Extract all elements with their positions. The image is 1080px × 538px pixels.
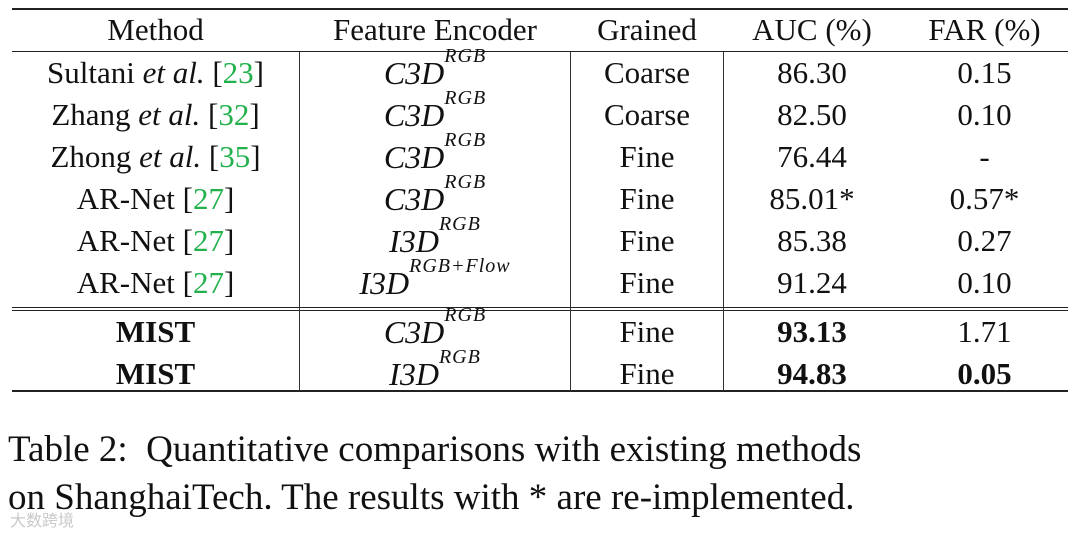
encoder-cell: C3DRGB bbox=[300, 46, 570, 94]
et-al: et al. bbox=[138, 97, 201, 132]
grained-cell: Fine bbox=[619, 181, 675, 216]
method-name: AR-Net bbox=[76, 265, 175, 300]
method-cell: Sultani et al. [23] bbox=[47, 55, 264, 90]
auc-cell: 82.50 bbox=[777, 97, 847, 132]
auc-cell: 94.83 bbox=[777, 356, 847, 391]
column-divider bbox=[299, 52, 301, 391]
encoder-base: I3D bbox=[389, 356, 439, 392]
method-cell: AR-Net [27] bbox=[76, 223, 235, 258]
auc-cell: 86.30 bbox=[777, 55, 847, 90]
encoder-cell: I3DRGB+Flow bbox=[300, 256, 570, 304]
bottom-rule bbox=[12, 390, 1068, 392]
far-cell: 0.10 bbox=[957, 265, 1012, 300]
method-name: AR-Net bbox=[76, 223, 175, 258]
column-divider bbox=[570, 52, 572, 391]
method-name: AR-Net bbox=[76, 181, 175, 216]
encoder-base: I3D bbox=[389, 223, 439, 259]
grained-cell: Coarse bbox=[603, 55, 691, 90]
far-cell: - bbox=[979, 139, 990, 174]
column-divider bbox=[723, 52, 725, 391]
auc-cell: 76.44 bbox=[777, 139, 847, 174]
et-al: et al. bbox=[142, 55, 205, 90]
encoder-formula: I3DRGB bbox=[389, 214, 481, 259]
encoder-modality: RGB bbox=[438, 213, 481, 235]
encoder-modality: RGB bbox=[438, 346, 481, 368]
group-rule bbox=[12, 307, 1068, 309]
far-cell: 0.15 bbox=[957, 55, 1012, 90]
auc-cell: 93.13 bbox=[777, 314, 847, 349]
header-far: FAR (%) bbox=[928, 12, 1041, 47]
method-cell: Zhang et al. [32] bbox=[51, 97, 260, 132]
encoder-base: C3D bbox=[383, 181, 445, 217]
encoder-modality: RGB+Flow bbox=[409, 255, 511, 277]
grained-cell: Fine bbox=[619, 139, 675, 174]
auc-cell: 85.01* bbox=[769, 181, 855, 216]
method-cell: Zhong et al. [35] bbox=[50, 139, 261, 174]
encoder-modality: RGB bbox=[444, 171, 487, 193]
method-name: Zhong bbox=[50, 139, 132, 174]
encoder-formula: I3DRGB bbox=[389, 347, 481, 392]
table-caption: Table 2: Quantitative comparisons with e… bbox=[8, 426, 1068, 522]
citation-link: 27 bbox=[192, 181, 224, 216]
method-cell: AR-Net [27] bbox=[76, 181, 235, 216]
header-method: Method bbox=[107, 12, 204, 47]
encoder-formula: C3DRGB bbox=[383, 46, 486, 91]
method-name: Sultani bbox=[47, 55, 135, 90]
far-cell: 0.05 bbox=[957, 356, 1012, 391]
method-cell: MIST bbox=[12, 353, 299, 395]
citation-link: 27 bbox=[192, 223, 224, 258]
header-rule bbox=[12, 51, 1068, 53]
encoder-base: I3D bbox=[359, 265, 410, 301]
method-name: MIST bbox=[115, 314, 196, 349]
citation-link: 23 bbox=[222, 55, 254, 90]
auc-cell: 85.38 bbox=[777, 223, 847, 258]
et-al: et al. bbox=[139, 139, 202, 174]
encoder-modality: RGB bbox=[444, 45, 487, 67]
encoder-formula: C3DRGB bbox=[383, 88, 486, 133]
top-rule bbox=[12, 8, 1068, 10]
encoder-cell: C3DRGB bbox=[300, 88, 570, 136]
encoder-cell: C3DRGB bbox=[300, 172, 570, 220]
encoder-base: C3D bbox=[383, 55, 445, 91]
grained-cell: Fine bbox=[619, 356, 675, 391]
grained-cell: Fine bbox=[619, 314, 675, 349]
encoder-formula: I3DRGB+Flow bbox=[359, 256, 510, 301]
auc-cell: 91.24 bbox=[777, 265, 847, 300]
encoder-base: C3D bbox=[383, 139, 445, 175]
far-cell: 0.57* bbox=[949, 181, 1020, 216]
method-cell: MIST bbox=[12, 311, 299, 353]
far-cell: 0.27 bbox=[957, 223, 1012, 258]
encoder-formula: C3DRGB bbox=[383, 172, 486, 217]
header-grained: Grained bbox=[597, 12, 697, 47]
encoder-base: C3D bbox=[383, 97, 445, 133]
method-cell: AR-Net [27] bbox=[76, 265, 235, 300]
citation-link: 32 bbox=[218, 97, 250, 132]
method-name: Zhang bbox=[51, 97, 131, 132]
header-feature-encoder: Feature Encoder bbox=[333, 12, 537, 47]
encoder-formula: C3DRGB bbox=[383, 130, 486, 175]
grained-cell: Coarse bbox=[603, 97, 691, 132]
caption-line-2: on ShanghaiTech. The results with * are … bbox=[8, 477, 855, 518]
encoder-modality: RGB bbox=[444, 129, 487, 151]
header-auc: AUC (%) bbox=[752, 12, 872, 47]
encoder-modality: RGB bbox=[444, 304, 487, 326]
watermark-logo: 大数跨境 bbox=[10, 511, 75, 530]
far-cell: 0.10 bbox=[957, 97, 1012, 132]
citation-link: 27 bbox=[192, 265, 224, 300]
encoder-cell: C3DRGB bbox=[300, 130, 570, 178]
encoder-modality: RGB bbox=[444, 87, 487, 109]
grained-cell: Fine bbox=[619, 265, 675, 300]
caption-line-1: Table 2: Quantitative comparisons with e… bbox=[8, 429, 862, 470]
encoder-formula: C3DRGB bbox=[383, 305, 486, 350]
encoder-base: C3D bbox=[383, 314, 445, 350]
encoder-cell: I3DRGB bbox=[300, 347, 570, 395]
citation-link: 35 bbox=[219, 139, 251, 174]
method-name: MIST bbox=[115, 356, 196, 391]
group-rule-double bbox=[12, 310, 1068, 312]
encoder-cell: C3DRGB bbox=[300, 305, 570, 353]
encoder-cell: I3DRGB bbox=[300, 214, 570, 262]
grained-cell: Fine bbox=[619, 223, 675, 258]
far-cell: 1.71 bbox=[957, 314, 1012, 349]
